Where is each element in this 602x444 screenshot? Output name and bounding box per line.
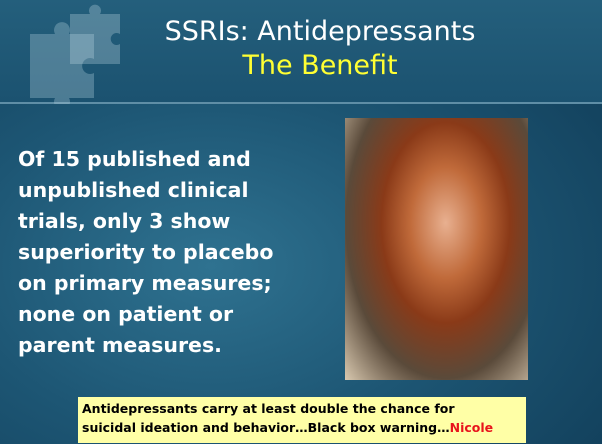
title-band [0,0,602,104]
callout-name: Nicole [449,420,494,435]
body-text: Of 15 published and unpublished clinical t… [18,144,273,361]
puzzle-piece [70,4,120,65]
callout-line: suicidal ideation and behavior…Black box… [82,418,522,437]
title-line: SSRIs: Antidepressants [164,16,476,47]
callout-box: Antidepressants carry at least double th… [78,397,526,443]
body-line: trials, only 3 show [18,209,231,233]
body-line: on primary measures; [18,271,272,295]
callout-line: Antidepressants carry at least double th… [82,401,455,416]
callout-text: suicidal ideation and behavior…Black box… [82,420,450,435]
puzzle-piece [30,22,94,104]
puzzle-graphic [30,4,120,104]
body-line: unpublished clinical [18,178,249,202]
photo [345,118,528,380]
subtitle-line: The Benefit [242,50,398,81]
body-line: parent measures. [18,333,222,357]
body-line: Of 15 published and [18,147,251,171]
body-line: none on patient or [18,302,234,326]
body-line: superiority to placebo [18,240,274,264]
